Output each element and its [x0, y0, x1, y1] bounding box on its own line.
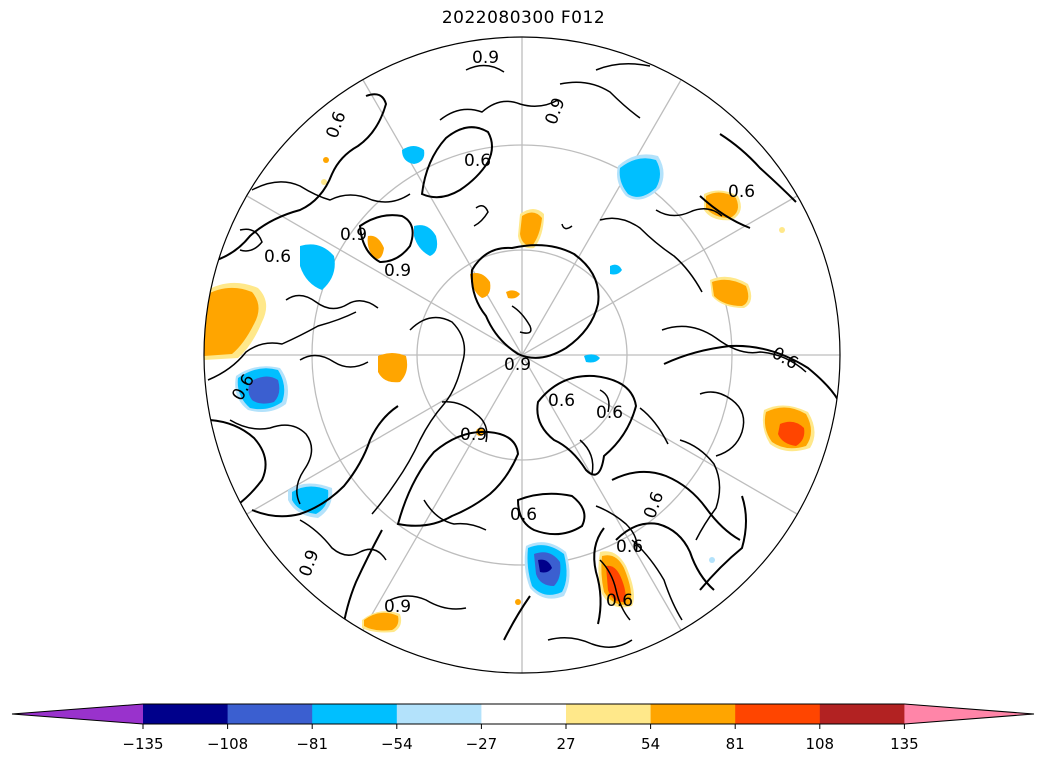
contour-label: 0.6 [464, 151, 491, 171]
anomaly-shading [204, 146, 815, 633]
contour-label: 0.9 [384, 261, 411, 281]
colorbar-segment [819, 704, 905, 724]
contour-label: 0.6 [640, 489, 668, 521]
colorbar-segment [735, 704, 821, 724]
contour-label: 0.9 [472, 48, 499, 68]
coastlines [207, 63, 807, 648]
contour-label: 0.6 [596, 403, 623, 423]
colorbar-tick-label: −81 [296, 735, 328, 753]
colorbar-segment [481, 704, 567, 724]
contour-label: 0.6 [728, 182, 755, 202]
colorbar-tick-label: −54 [381, 735, 413, 753]
map-boundary [203, 36, 841, 674]
colorbar-tick-label: 135 [890, 735, 919, 753]
contour-label: 0.6 [264, 247, 291, 267]
colorbar-tick-label: 27 [556, 735, 575, 753]
colorbar-tick-label: −27 [466, 735, 498, 753]
contour-lines [209, 93, 839, 641]
contour-label: 0.9 [295, 547, 323, 579]
contour-label: 0.9 [340, 225, 367, 245]
contour-label: 0.6 [548, 391, 575, 411]
colorbar-segment [566, 704, 652, 724]
colorbar-segment [650, 704, 736, 724]
polar-map: 0.9 0.6 0.9 0.6 0.9 0.6 0.9 0.6 0.6 0.6 … [203, 36, 841, 674]
colorbar-tick-label: −135 [122, 735, 163, 753]
contour-label: 0.9 [541, 95, 569, 127]
plot-title: 2022080300 F012 [441, 8, 606, 28]
colorbar-tick-label: 81 [726, 735, 745, 753]
colorbar-tick-label: 54 [641, 735, 660, 753]
colorbar-segment [143, 704, 229, 724]
contour-label: 0.6 [322, 109, 350, 141]
contour-label: 0.6 [768, 343, 801, 374]
contour-label: 0.6 [510, 505, 537, 525]
colorbar-segment [312, 704, 398, 724]
colorbar-tick-label: −108 [207, 735, 248, 753]
contour-label: 0.6 [606, 591, 633, 611]
colorbar-extend-low [12, 704, 143, 724]
contour-label: 0.9 [504, 355, 531, 375]
colorbar-segment [396, 704, 482, 724]
colorbar-segment [227, 704, 313, 724]
contour-label: 0.6 [616, 537, 643, 557]
colorbar-tick-label: 108 [805, 735, 834, 753]
colorbar-extend-high [904, 704, 1034, 724]
contour-label: 0.9 [384, 597, 411, 617]
contour-labels: 0.9 0.6 0.9 0.6 0.9 0.6 0.9 0.6 0.6 0.6 … [228, 48, 801, 617]
colorbar: −135 −108 −81 −54 −27 27 54 81 108 135 [11, 703, 1035, 753]
contour-label: 0.9 [460, 425, 487, 445]
